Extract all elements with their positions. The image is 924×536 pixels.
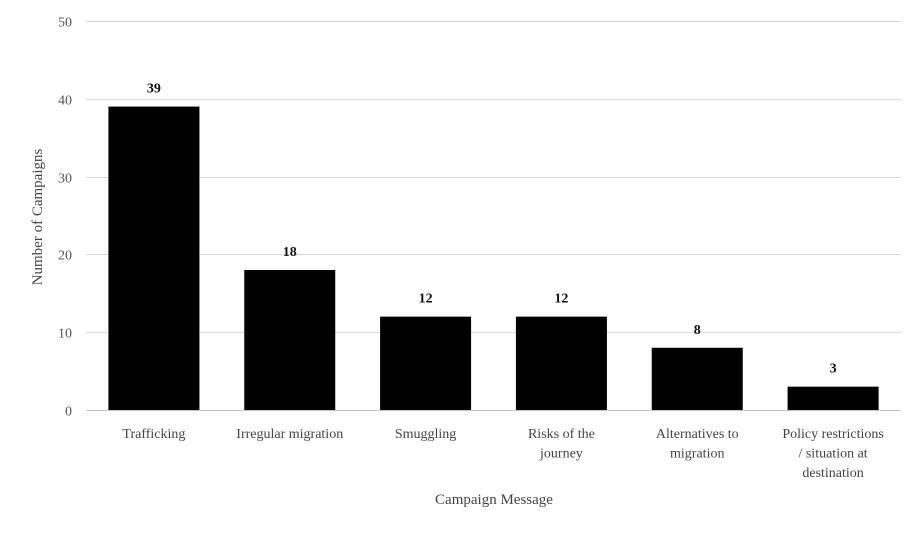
bar: [515, 316, 607, 410]
gridlines: [86, 21, 901, 411]
bars: [108, 106, 879, 410]
data-labels: 39 18 12 12 8 3: [147, 82, 837, 377]
y-tick-label: 10: [58, 327, 72, 342]
data-label: 8: [694, 323, 701, 338]
category-label: Policy restrictions / situation at destina…: [782, 427, 884, 481]
bar: [244, 269, 336, 410]
y-tick-label: 0: [65, 405, 72, 420]
category-label: Alternatives to migration: [656, 427, 739, 462]
y-axis-tick-labels: 0 10 20 30 40 50: [58, 16, 72, 420]
category-label: Risks of the journey: [528, 427, 595, 462]
bar: [651, 347, 743, 410]
bar: [380, 316, 472, 410]
category-label: Trafficking: [122, 427, 185, 442]
data-label: 12: [419, 292, 433, 307]
x-axis-title: Campaign Message: [435, 492, 553, 508]
y-tick-label: 50: [58, 16, 72, 31]
category-label: Irregular migration: [236, 427, 343, 442]
category-label: Smuggling: [395, 427, 456, 442]
x-axis-category-labels: Trafficking Irregular migration Smuggling R…: [122, 427, 883, 481]
y-tick-label: 20: [58, 249, 72, 264]
bar: [108, 106, 200, 410]
y-axis-title: Number of Campaigns: [30, 149, 46, 286]
data-label: 3: [830, 362, 837, 377]
data-label: 12: [554, 292, 568, 307]
data-label: 18: [283, 245, 297, 260]
bar: [787, 386, 879, 410]
y-tick-label: 30: [58, 172, 72, 187]
data-label: 39: [147, 82, 161, 97]
y-tick-label: 40: [58, 94, 72, 109]
